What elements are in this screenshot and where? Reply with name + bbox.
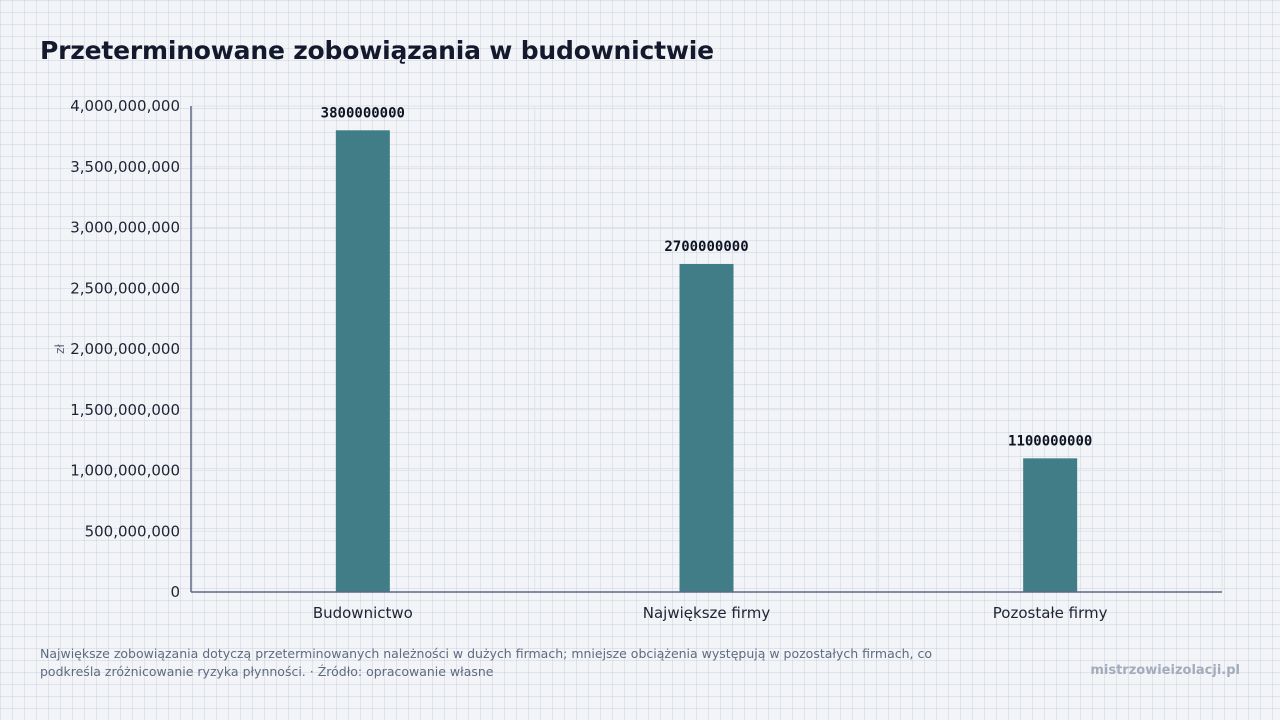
data-label: 3800000000 <box>321 105 405 121</box>
brand-watermark: mistrzowieizolacji.pl <box>1090 663 1240 678</box>
axes <box>190 106 1222 593</box>
y-tick-label: 3,000,000,000 <box>70 219 180 237</box>
x-tick-label: Pozostałe firmy <box>993 604 1108 622</box>
y-tick-label: 2,500,000,000 <box>70 279 180 297</box>
y-tick-labels: 0 500,000,000 1,000,000,000 1,500,000,000 2,… <box>70 97 180 601</box>
data-labels: 3800000000 2700000000 1100000000 <box>321 105 1093 449</box>
y-tick-label: 3,500,000,000 <box>70 158 180 176</box>
data-label: 2700000000 <box>664 239 748 255</box>
bar-1 <box>335 130 390 593</box>
bar-2 <box>679 263 734 592</box>
bars <box>335 130 1078 593</box>
y-tick-label: 1,000,000,000 <box>70 462 180 480</box>
chart-caption: Największe zobowiązania dotyczą przeterm… <box>40 646 933 679</box>
y-tick-label: 4,000,000,000 <box>70 97 180 115</box>
y-tick-label: 1,500,000,000 <box>70 401 180 419</box>
y-tick-label: 500,000,000 <box>85 522 180 540</box>
x-tick-label: Budownictwo <box>313 604 413 622</box>
y-tick-label: 0 <box>170 583 180 601</box>
x-tick-label: Największe firmy <box>643 604 771 622</box>
x-tick-labels: Budownictwo Największe firmy Pozostałe fir… <box>313 604 1108 622</box>
data-label: 1100000000 <box>1008 433 1092 449</box>
y-axis-label: zł <box>53 344 67 354</box>
bar-3 <box>1023 458 1078 592</box>
y-tick-label: 2,000,000,000 <box>70 340 180 358</box>
chart-title: Przeterminowane zobowiązania w budownict… <box>40 36 714 65</box>
